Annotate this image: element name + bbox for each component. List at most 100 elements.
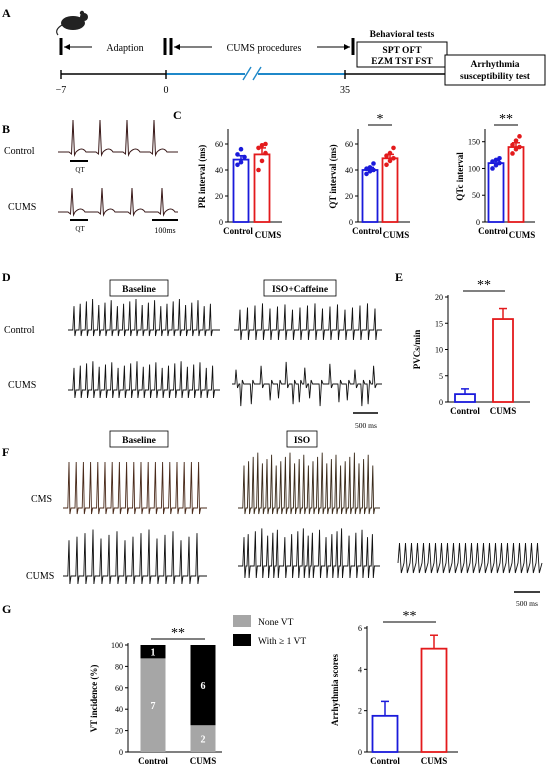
arrhythmia-test-line2: susceptibility test — [460, 72, 531, 82]
data-point — [391, 145, 396, 151]
ecg-b-label-control: Control — [4, 146, 35, 157]
ecg-d-label-cums: CUMS — [8, 380, 36, 391]
x-category-label: Control — [138, 756, 168, 766]
y-axis-label: VT incidence (%) — [89, 665, 99, 733]
data-point — [364, 166, 369, 171]
x-category-label: CUMS — [421, 756, 448, 766]
legend-swatch-with-vt — [233, 634, 251, 646]
bar — [232, 158, 250, 223]
baseline-label-f: Baseline — [122, 436, 156, 446]
panel-label-g: G — [2, 602, 11, 616]
data-point — [490, 159, 495, 164]
significance-marker: ** — [477, 278, 491, 293]
ecg-f-label-cms: CMS — [31, 494, 52, 505]
y-tick-label: 6 — [358, 624, 362, 633]
data-point — [371, 167, 376, 173]
bar — [381, 157, 399, 223]
cums-procedures-label: CUMS procedures — [227, 43, 302, 54]
data-point — [364, 171, 369, 177]
y-tick-label: 0 — [219, 218, 223, 227]
adaption-label: Adaption — [106, 43, 143, 54]
y-tick-label: 40 — [345, 166, 353, 175]
data-point — [497, 160, 502, 166]
tick-day-minus7: −7 — [56, 85, 67, 96]
y-tick-label: 4 — [358, 665, 362, 674]
segment-count-label: 2 — [201, 735, 206, 746]
behavioral-tests-line2: EZM TST FST — [371, 57, 433, 67]
significance-marker: ** — [171, 626, 185, 641]
y-tick-label: 10 — [435, 346, 443, 355]
vt-legend: None VT With ≥ 1 VT — [233, 615, 306, 647]
ecg-trace-d-cums-baseline — [68, 361, 220, 399]
scale-bar-500ms-f: 500 ms — [516, 599, 538, 608]
bar — [492, 318, 514, 403]
data-point — [493, 157, 499, 163]
ecg-trace-f-cums-iso — [238, 528, 380, 579]
y-tick-label: 60 — [215, 140, 223, 149]
arrhythmia-test-line1: Arrhythmia — [470, 60, 519, 70]
panel-label-e: E — [395, 270, 403, 284]
data-point — [517, 134, 522, 139]
x-category-label: Control — [478, 226, 508, 236]
ecg-trace-d-control-baseline — [68, 298, 220, 337]
significance-marker: ** — [499, 112, 513, 127]
y-tick-label: 20 — [435, 293, 443, 302]
panel-d: Baseline ISO+Caffeine Control CUMS 500 m… — [4, 279, 382, 430]
y-tick-label: 60 — [115, 684, 123, 693]
data-point — [384, 162, 389, 168]
stacked-bar-segment — [140, 645, 166, 659]
iso-label: ISO — [294, 436, 310, 446]
x-category-label: Control — [370, 756, 400, 766]
stacked-bar-segment — [190, 725, 216, 752]
data-point — [493, 162, 499, 168]
mouse-icon — [56, 10, 88, 36]
data-point — [238, 159, 244, 165]
y-axis-label: PVCs/min — [412, 330, 422, 370]
data-point — [259, 158, 265, 164]
x-category-label: Control — [450, 406, 480, 416]
y-tick-label: 20 — [345, 192, 353, 201]
y-axis-label: QT interval (ms) — [328, 144, 338, 208]
y-tick-label: 50 — [472, 191, 480, 200]
chart-vt-incidence: 0 20 40 60 80 100 VT incidence (%) Control CUMS 7… — [89, 626, 222, 766]
ecg-f-label-cums: CUMS — [26, 571, 54, 582]
y-tick-label: 150 — [468, 138, 480, 147]
bar — [371, 714, 399, 753]
tick-day-0: 0 — [164, 85, 169, 96]
data-point — [259, 143, 265, 148]
x-category-label: CUMS — [383, 230, 410, 240]
data-point — [517, 144, 522, 150]
segment-count-label: 7 — [151, 701, 156, 712]
panel-label-d: D — [2, 270, 11, 284]
segment-count-label: 1 — [151, 648, 156, 659]
qt-label-cums: QT — [75, 225, 85, 233]
x-category-label: Control — [352, 226, 382, 236]
timeline: Adaption CUMS procedures −7 0 35 Behavio… — [56, 10, 546, 96]
ecg-b-label-cums: CUMS — [8, 202, 36, 213]
y-tick-label: 0 — [349, 218, 353, 227]
y-tick-label: 0 — [358, 748, 362, 757]
y-tick-label: 60 — [345, 140, 353, 149]
tick-day-35: 35 — [340, 85, 350, 96]
data-point — [235, 162, 240, 168]
chart-arrhythmia-scores: 0 2 4 6 Arrhythmia scores Control CUMS ** — [330, 609, 458, 766]
ecg-trace-cums — [58, 187, 178, 217]
y-axis-label: PR interval (ms) — [197, 145, 207, 208]
data-point — [384, 153, 389, 158]
data-point — [497, 156, 502, 161]
panel-label-c: C — [173, 108, 182, 122]
y-tick-label: 20 — [115, 727, 123, 736]
ecg-d-label-control: Control — [4, 325, 35, 336]
data-point — [367, 169, 373, 174]
data-point — [387, 158, 393, 164]
y-tick-label: 80 — [115, 662, 123, 671]
data-point — [391, 156, 396, 161]
scale-bar-100ms: 100ms — [154, 226, 175, 235]
bar — [361, 169, 379, 223]
y-tick-label: 0 — [439, 398, 443, 407]
qt-label-control: QT — [75, 166, 85, 174]
ecg-trace-f-cums-baseline — [63, 529, 207, 585]
legend-label-with-vt: With ≥ 1 VT — [258, 637, 306, 647]
y-tick-label: 15 — [435, 319, 443, 328]
x-category-label: Control — [223, 226, 253, 236]
